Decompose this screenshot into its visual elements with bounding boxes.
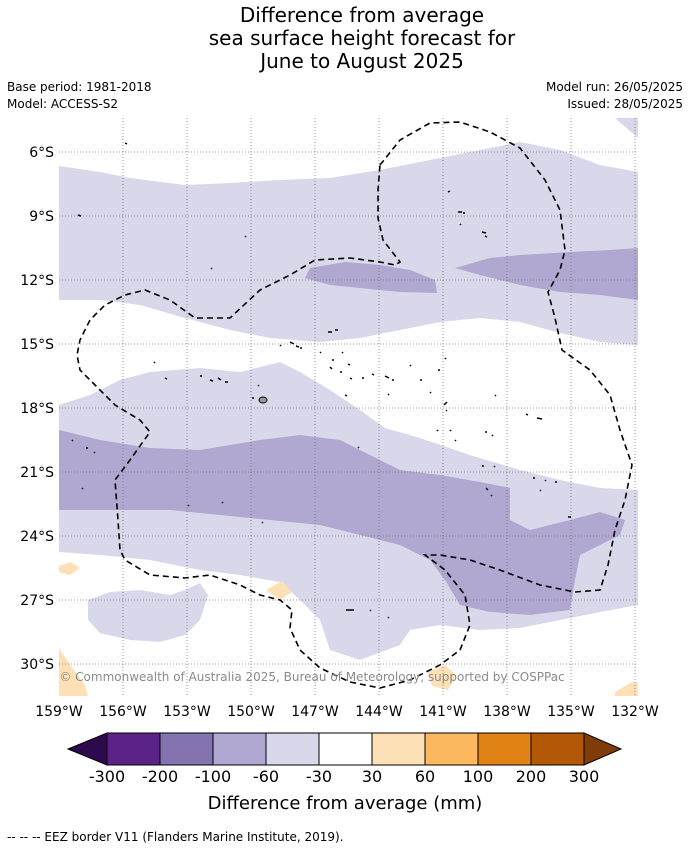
x-tick-label: 159°W	[35, 704, 83, 720]
colorbar-tick-label: 200	[516, 767, 547, 786]
colorbar-swatch	[371, 732, 426, 766]
x-tick-label: 141°W	[419, 704, 467, 720]
meta-right: Model run: 26/05/2025 Issued: 28/05/2025	[546, 79, 683, 113]
anomaly-sw-blob	[88, 583, 208, 642]
anomaly-positive-west	[59, 562, 80, 575]
x-tick-label: 138°W	[483, 704, 531, 720]
anomaly-north-light	[59, 142, 638, 345]
anomaly-south-medium	[59, 430, 625, 615]
colorbar-tick-label: -60	[253, 767, 279, 786]
y-axis-ticks: 6°S 9°S 12°S 15°S 18°S 21°S 24°S 27°S 30…	[20, 145, 54, 673]
eez-footnote: -- -- -- EEZ border V11 (Flanders Marine…	[7, 830, 344, 844]
meta-left: Base period: 1981-2018 Model: ACCESS-S2	[7, 79, 152, 113]
y-tick-label: 21°S	[20, 465, 54, 481]
anomaly-positive-se	[615, 682, 638, 696]
issued-date: Issued: 28/05/2025	[567, 97, 683, 111]
copyright-text: © Commonwealth of Australia 2025, Bureau…	[59, 670, 564, 684]
anomaly-north-medium-east	[455, 248, 638, 300]
map-title: Difference from average sea surface heig…	[0, 4, 690, 73]
colorbar-min-arrow	[66, 732, 108, 766]
y-tick-label: 15°S	[20, 337, 54, 353]
colorbar-swatch	[530, 732, 585, 766]
anomaly-ne-corner	[615, 118, 638, 138]
x-tick-label: 156°W	[99, 704, 147, 720]
colorbar-swatch	[159, 732, 214, 766]
title-line-2: sea surface height forecast for	[208, 26, 516, 50]
x-axis-ticks: 159°W 156°W 153°W 150°W 147°W 144°W 141°…	[35, 704, 659, 720]
x-tick-label: 150°W	[227, 704, 275, 720]
x-tick-label: 132°W	[611, 704, 659, 720]
colorbar-tick-label: -30	[306, 767, 332, 786]
anomaly-north-medium-west	[305, 262, 437, 293]
y-tick-label: 6°S	[29, 145, 54, 161]
colorbar-tick-label: 100	[463, 767, 494, 786]
x-tick-label: 147°W	[291, 704, 339, 720]
map-grid	[59, 118, 638, 696]
colorbar-tick-label: -300	[89, 767, 125, 786]
y-tick-label: 27°S	[20, 593, 54, 609]
colorbar-swatch	[318, 732, 373, 766]
colorbar-tick-label: -200	[142, 767, 178, 786]
x-tick-label: 153°W	[163, 704, 211, 720]
model-run: Model run: 26/05/2025	[545, 80, 683, 94]
colorbar-tick-label: -100	[195, 767, 231, 786]
colorbar-max-arrow	[583, 732, 623, 766]
islands	[71, 142, 571, 619]
colorbar-swatch	[212, 732, 267, 766]
title-line-1: Difference from average	[239, 3, 485, 27]
y-tick-label: 18°S	[20, 401, 54, 417]
y-tick-label: 24°S	[20, 529, 54, 545]
y-tick-label: 9°S	[29, 209, 54, 225]
map-area: © Commonwealth of Australia 2025, Bureau…	[59, 118, 638, 696]
base-period: Base period: 1981-2018	[7, 80, 152, 94]
anomaly-positive-mid	[266, 581, 292, 600]
anomaly-positive-sw	[59, 648, 88, 696]
colorbar-tick-label: 60	[415, 767, 435, 786]
colorbar-tick-label: 30	[362, 767, 382, 786]
eez-border	[76, 121, 633, 689]
colorbar-swatch	[424, 732, 479, 766]
title-line-3: June to August 2025	[260, 49, 464, 73]
anomaly-positive-s	[428, 665, 456, 690]
colorbar-swatch	[265, 732, 320, 766]
colorbar: -300 -200 -100 -60 -30 30 60 100 200 300 Differen…	[66, 732, 623, 814]
colorbar-tick-label: 300	[569, 767, 600, 786]
colorbar-swatch	[477, 732, 532, 766]
y-tick-label: 12°S	[20, 273, 54, 289]
colorbar-title: Difference from average (mm)	[208, 793, 483, 814]
colorbar-swatch	[106, 732, 161, 766]
x-tick-label: 144°W	[355, 704, 403, 720]
island-tahiti	[258, 396, 268, 404]
y-tick-label: 30°S	[20, 657, 54, 673]
model-name: Model: ACCESS-S2	[7, 97, 119, 111]
x-tick-label: 135°W	[547, 704, 595, 720]
